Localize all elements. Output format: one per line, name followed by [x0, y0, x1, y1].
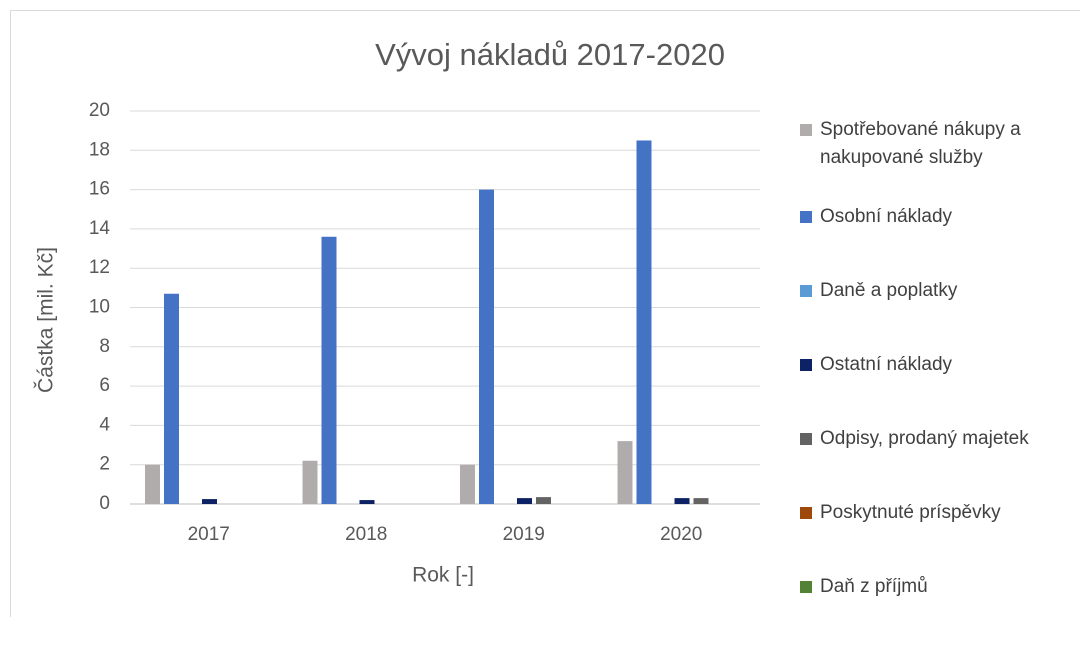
y-tick-label: 14: [89, 218, 111, 239]
y-tick-label: 18: [89, 139, 110, 160]
legend-label: Daň z příjmů: [820, 573, 928, 601]
y-tick-label: 6: [99, 375, 110, 396]
bar: [618, 441, 633, 504]
y-tick-label: 20: [89, 100, 110, 121]
y-tick-label: 4: [99, 414, 110, 435]
x-tick-label: 2020: [660, 524, 702, 545]
legend-label: Spotřebované nákupy a nakupované služby: [820, 116, 1070, 172]
legend-swatch: [800, 433, 812, 445]
y-tick-label: 8: [99, 336, 110, 357]
bar: [460, 465, 475, 504]
legend-label: Osobní náklady: [820, 203, 952, 231]
legend-entry: Daně a poplatky: [800, 277, 1075, 351]
legend-label: Odpisy, prodaný majetek: [820, 425, 1029, 453]
legend-swatch: [800, 581, 812, 593]
y-tick-label: 16: [89, 179, 110, 200]
bar: [694, 498, 709, 504]
bar: [536, 497, 551, 504]
legend-swatch: [800, 507, 812, 519]
x-tick-label: 2019: [503, 524, 545, 545]
legend-entry: Ostatní náklady: [800, 351, 1075, 425]
legend-entry: Spotřebované nákupy a nakupované služby: [800, 116, 1075, 203]
y-tick-label: 2: [99, 454, 110, 475]
y-axis-label: Částka [mil. Kč]: [35, 247, 58, 393]
chart-frame: {"chart_data": {"type": "bar", "title": …: [0, 0, 1080, 617]
bar: [637, 140, 652, 504]
x-tick-label: 2018: [345, 524, 387, 545]
bar: [360, 500, 375, 504]
legend-swatch: [800, 124, 812, 136]
legend-entry: Osobní náklady: [800, 203, 1075, 277]
legend-entry: Poskytnuté príspěvky: [800, 499, 1075, 573]
legend-entry: Odpisy, prodaný majetek: [800, 425, 1075, 499]
bar: [479, 190, 494, 504]
legend-swatch: [800, 285, 812, 297]
y-tick-label: 12: [89, 257, 110, 278]
legend-label: Daně a poplatky: [820, 277, 957, 305]
legend-label: Poskytnuté príspěvky: [820, 499, 1001, 527]
bar: [145, 465, 160, 504]
bar: [202, 499, 217, 504]
x-tick-label: 2017: [188, 524, 230, 545]
legend: Spotřebované nákupy a nakupované služby O…: [800, 116, 1075, 647]
bar: [164, 294, 179, 504]
chart-title: Vývoj nákladů 2017-2020: [375, 37, 725, 72]
legend-label: Ostatní náklady: [820, 351, 952, 379]
legend-swatch: [800, 359, 812, 371]
bar: [322, 237, 337, 504]
x-axis-label: Rok [-]: [412, 564, 474, 587]
legend-entry: Daň z příjmů: [800, 573, 1075, 647]
legend-swatch: [800, 211, 812, 223]
bar: [675, 498, 690, 504]
bar: [303, 461, 318, 504]
y-tick-label: 0: [99, 493, 110, 514]
bar: [517, 498, 532, 504]
y-tick-label: 10: [89, 297, 110, 318]
